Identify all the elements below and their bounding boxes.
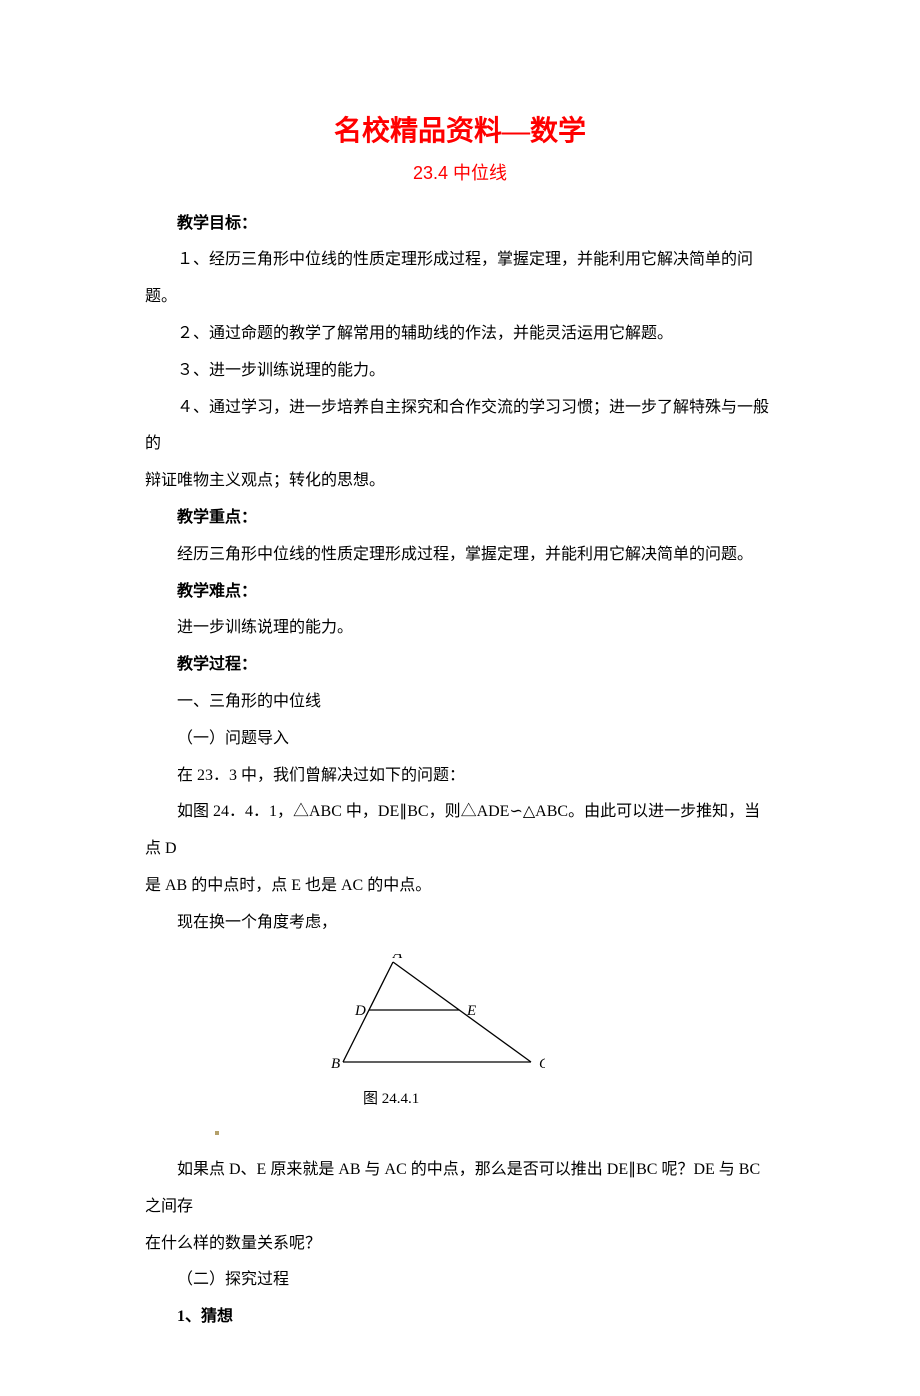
svg-text:B: B [331,1056,340,1072]
sub-title: 23.4 中位线 [145,159,775,188]
paragraph-4a: 如图 24．4．1，△ABC 中，DE∥BC，则△ADE∽△ABC。由此可以进一… [145,794,775,868]
key-text: 经历三角形中位线的性质定理形成过程，掌握定理，并能利用它解决简单的问题。 [145,537,775,574]
objective-item-3: ３、进一步训练说理的能力。 [145,353,775,390]
paragraph-2: （一）问题导入 [145,721,775,758]
svg-text:C: C [539,1056,545,1072]
paragraph-7: （二）探究过程 [145,1262,775,1299]
process-heading: 教学过程： [145,647,775,684]
svg-text:A: A [392,954,403,962]
square-icon [215,1131,219,1135]
paragraph-5: 现在换一个角度考虑， [145,905,775,942]
paragraph-6b: 在什么样的数量关系呢？ [145,1226,775,1263]
figure-caption: 图 24.4.1 [363,1087,775,1111]
paragraph-1: 一、三角形的中位线 [145,684,775,721]
triangle-svg: A B C D E [315,954,545,1072]
objective-item-1: １、经历三角形中位线的性质定理形成过程，掌握定理，并能利用它解决简单的问题。 [145,242,775,316]
paragraph-8: 1、猜想 [145,1299,775,1336]
objective-item-2: ２、通过命题的教学了解常用的辅助线的作法，并能灵活运用它解题。 [145,316,775,353]
objective-item-4-cont: 辩证唯物主义观点；转化的思想。 [145,463,775,500]
document-page: 名校精品资料—数学 23.4 中位线 教学目标： １、经历三角形中位线的性质定理… [0,0,920,1396]
paragraph-6a: 如果点 D、E 原来就是 AB 与 AC 的中点，那么是否可以推出 DE∥BC … [145,1152,775,1226]
main-title: 名校精品资料—数学 [145,110,775,155]
key-heading: 教学重点： [145,500,775,537]
triangle-figure: A B C D E [315,954,775,1085]
marker-dot [145,1117,775,1152]
objective-item-4: ４、通过学习，进一步培养自主探究和合作交流的学习习惯；进一步了解特殊与一般的 [145,390,775,464]
paragraph-4b: 是 AB 的中点时，点 E 也是 AC 的中点。 [145,868,775,905]
difficulty-heading: 教学难点： [145,574,775,611]
difficulty-text: 进一步训练说理的能力。 [145,610,775,647]
svg-text:D: D [354,1003,366,1019]
objective-heading: 教学目标： [145,206,775,243]
svg-text:E: E [466,1003,476,1019]
paragraph-3: 在 23．3 中，我们曾解决过如下的问题： [145,758,775,795]
